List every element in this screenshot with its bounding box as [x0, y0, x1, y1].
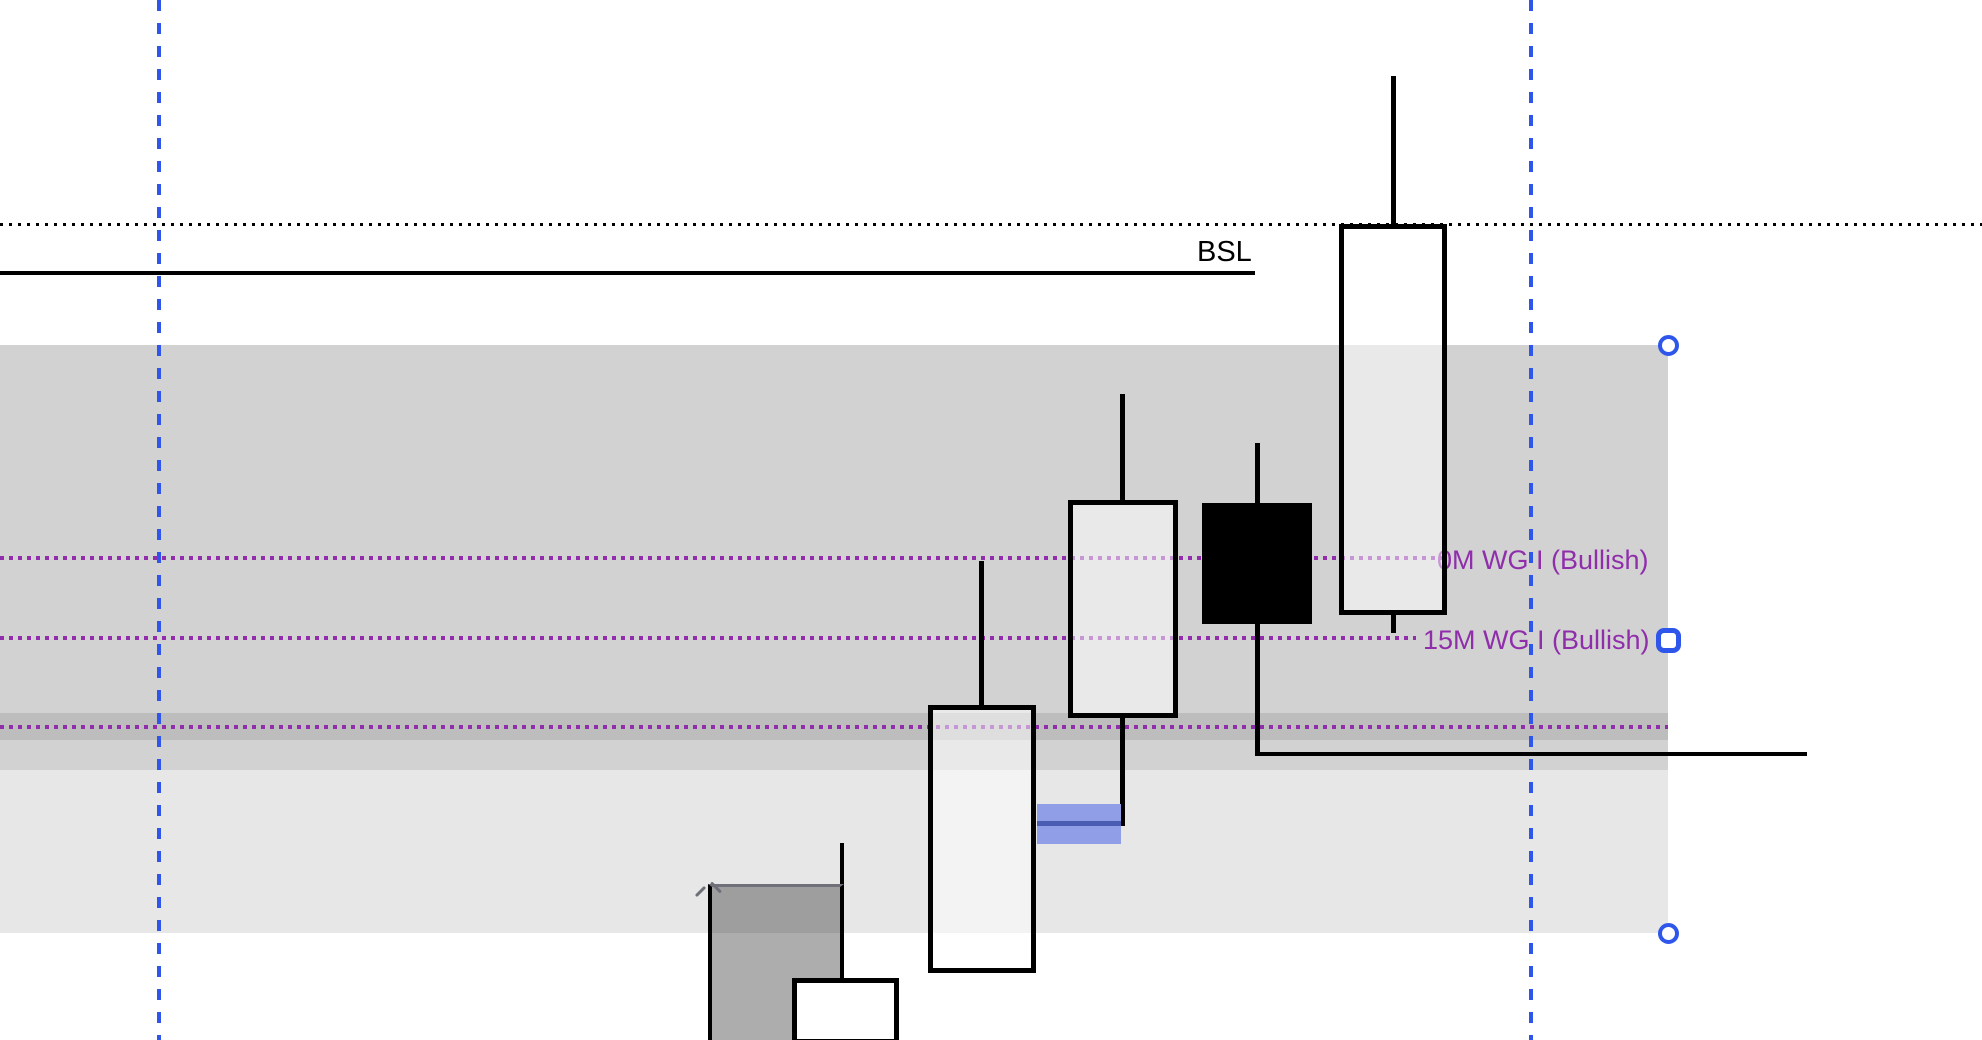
candle-3-white-wick-top [979, 561, 984, 705]
candle-5-black-wick-bottom [1255, 624, 1260, 756]
handle-mid-right[interactable] [1655, 627, 1681, 653]
wg-label-2[interactable]: 15M WG I (Bullish) [1423, 625, 1650, 655]
candle-1-gray-right-wick [840, 843, 844, 884]
wg-label-1[interactable]: 0M WG I (Bullish) [1437, 545, 1649, 575]
candle-4-white-wick-bottom [1120, 718, 1125, 826]
wg-line-2[interactable] [0, 636, 1416, 640]
candle-4-white [1068, 500, 1178, 718]
dotted-liquidity-line[interactable] [0, 223, 1982, 226]
session-line-left[interactable] [157, 0, 161, 1040]
bsl-label[interactable]: BSL [1197, 236, 1252, 268]
candle-5-black [1202, 503, 1312, 624]
candle-2-white-small [792, 978, 899, 1040]
blue-fvg-midline [1037, 821, 1121, 826]
zone-discount[interactable] [0, 770, 1668, 933]
handle-bottom-right[interactable] [1657, 922, 1679, 944]
wg-line-3[interactable] [0, 725, 1668, 729]
candle-3-white [928, 705, 1036, 973]
bsl-line[interactable] [0, 271, 1255, 275]
candle-6-white-big-wick-top [1391, 76, 1396, 224]
candle-5-black-wick-top [1255, 443, 1260, 503]
candle-4-white-wick-top [1120, 394, 1125, 500]
candle-6-white-big-wick-bottom [1391, 615, 1396, 633]
wg-line-1[interactable] [0, 556, 1447, 560]
open-price-line[interactable] [1257, 752, 1807, 756]
session-line-right[interactable] [1529, 0, 1533, 1040]
handle-top-right[interactable] [1657, 334, 1679, 356]
candle-6-white-big [1339, 224, 1447, 615]
